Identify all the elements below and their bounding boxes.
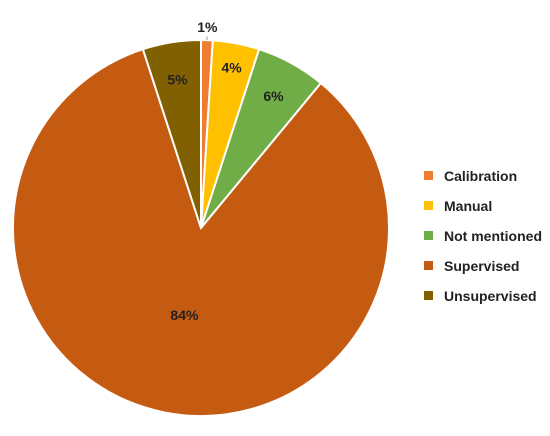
legend-swatch-not-mentioned <box>424 231 433 240</box>
legend-label-supervised: Supervised <box>444 258 519 274</box>
data-label-not-mentioned: 6% <box>263 88 284 104</box>
legend-label-manual: Manual <box>444 198 492 214</box>
data-label-unsupervised: 5% <box>167 71 188 87</box>
legend-swatch-supervised <box>424 261 433 270</box>
legend: Calibration Manual Not mentioned Supervised… <box>424 168 542 304</box>
legend-label-unsupervised: Unsupervised <box>444 288 537 304</box>
legend-item-calibration: Calibration <box>424 168 517 184</box>
legend-item-manual: Manual <box>424 198 492 214</box>
legend-item-supervised: Supervised <box>424 258 519 274</box>
data-label-manual: 4% <box>222 59 243 75</box>
legend-item-not-mentioned: Not mentioned <box>424 228 542 244</box>
legend-swatch-calibration <box>424 171 433 180</box>
legend-swatch-unsupervised <box>424 291 433 300</box>
data-label-calibration: 1% <box>197 19 218 35</box>
legend-swatch-manual <box>424 201 433 210</box>
legend-label-not-mentioned: Not mentioned <box>444 228 542 244</box>
legend-item-unsupervised: Unsupervised <box>424 288 537 304</box>
data-label-supervised: 84% <box>170 307 199 323</box>
pie-slices <box>13 40 389 416</box>
legend-label-calibration: Calibration <box>444 168 517 184</box>
